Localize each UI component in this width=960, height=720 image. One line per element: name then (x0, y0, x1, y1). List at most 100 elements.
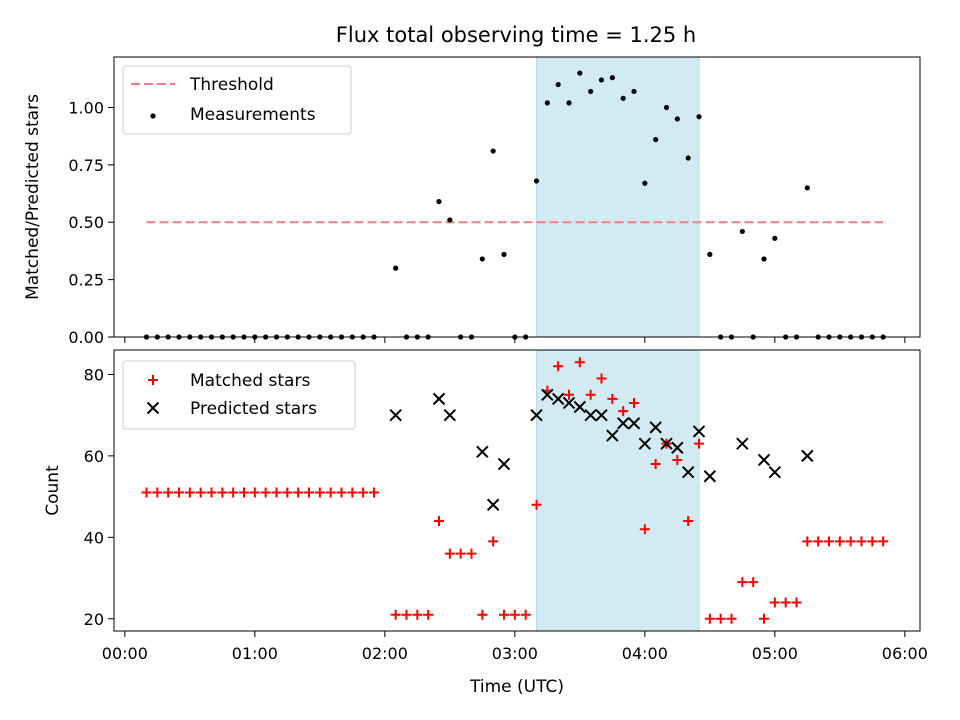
matched-star-marker (704, 613, 715, 624)
x-tick-label: 01:00 (232, 644, 278, 663)
predicted-star-marker (432, 392, 446, 406)
measurement-point (566, 100, 572, 106)
predicted-star-marker (562, 396, 576, 410)
matched-star-marker (444, 548, 455, 559)
measurement-point (620, 95, 626, 101)
matched-star-marker (813, 536, 824, 547)
x-tick-label: 06:00 (882, 644, 928, 663)
matched-star-marker (520, 609, 531, 620)
measurement-point (479, 256, 485, 262)
predicted-star-marker (584, 408, 597, 422)
legend-box (122, 65, 352, 135)
legend-predicted-swatch (146, 401, 160, 415)
matched-star-marker (325, 487, 336, 498)
predicted-star-marker (389, 408, 402, 422)
y-tick-label: 0.50 (68, 213, 104, 232)
predicted-star-marker (681, 465, 695, 479)
y-tick-label: 1.00 (68, 98, 104, 117)
x-tick-label: 02:00 (362, 644, 408, 663)
matched-star-marker (585, 389, 596, 400)
matched-star-marker (304, 487, 314, 498)
matched-star-marker (282, 487, 293, 498)
matched-star-marker (824, 536, 834, 547)
matched-star-marker (791, 597, 802, 608)
observing-window-highlight-lower (536, 349, 700, 632)
matched-star-marker (293, 487, 304, 498)
y-tick-label: 20 (84, 610, 104, 629)
matched-star-marker (629, 397, 639, 408)
count-legend: Matched stars Predicted stars (122, 360, 356, 430)
matched-star-marker (759, 613, 769, 624)
predicted-star-marker (551, 392, 565, 406)
predicted-star-marker (616, 417, 630, 430)
matched-star-marker (347, 487, 358, 498)
matched-star-marker (856, 536, 867, 547)
measurement-point (739, 228, 745, 235)
matched-star-marker (509, 609, 520, 620)
matched-star-marker (423, 609, 434, 620)
matched-star-marker (217, 487, 228, 498)
matched-star-marker (715, 613, 726, 624)
measurement-point (642, 180, 648, 186)
matched-star-marker (683, 516, 694, 527)
count-y-axis-label: Count (43, 465, 63, 516)
measurement-point (772, 235, 778, 241)
matched-star-marker (726, 613, 737, 624)
y-tick-label: 40 (84, 528, 104, 547)
y-tick-label: 0.75 (68, 156, 104, 175)
matched-star-marker (607, 393, 618, 404)
measurement-point (555, 81, 561, 88)
predicted-star-marker (541, 388, 554, 402)
predicted-star-marker (660, 437, 673, 450)
matched-star-marker (434, 516, 444, 527)
matched-star-marker (163, 487, 174, 498)
predicted-star-marker (638, 437, 652, 450)
matched-star-marker (271, 487, 282, 498)
y-tick-label: 0.00 (68, 328, 104, 347)
ratio-axis-ticks: 0.00 0.25 0.50 0.75 1.00 (68, 98, 906, 347)
ratio-panel: 0.00 0.25 0.50 0.75 1.00 Matched/Predicted s… (23, 56, 921, 347)
matched-star-marker (239, 487, 249, 498)
measurement-point (577, 70, 583, 76)
measurement-point (653, 137, 659, 143)
predicted-star-marker (627, 417, 641, 430)
measurement-point (501, 251, 507, 257)
matched-star-marker (141, 487, 152, 498)
matched-star-marker (228, 487, 239, 498)
measurement-point (804, 185, 810, 191)
matched-star-marker (195, 487, 206, 498)
matched-star-marker (845, 536, 856, 547)
predicted-star-markers (389, 388, 814, 511)
y-tick-label: 60 (84, 447, 104, 466)
matched-star-marker (672, 454, 683, 465)
x-tick-label: 04:00 (622, 644, 668, 663)
matched-star-marker (834, 536, 845, 547)
count-axis-ticks: 20 40 60 80 00:00 01:00 02:00 03:00 04:00 05:00 06… (84, 365, 928, 663)
matched-star-marker (477, 609, 488, 620)
matched-star-marker (455, 548, 466, 559)
matched-star-marker (369, 487, 379, 498)
legend-box (122, 360, 356, 430)
predicted-star-marker (497, 457, 511, 471)
matched-star-marker (412, 609, 423, 620)
matched-star-marker (314, 487, 325, 498)
matched-star-marker (390, 609, 401, 620)
y-tick-label: 0.25 (68, 271, 104, 290)
legend-measurement-swatch (150, 113, 156, 119)
y-tick-label: 80 (84, 365, 104, 384)
legend-matched-swatch (148, 375, 158, 385)
matched-star-marker (639, 524, 650, 535)
chart-title: Flux total observing time = 1.25 h (336, 23, 696, 47)
matched-star-marker (206, 487, 217, 498)
matched-star-marker (401, 609, 412, 620)
matched-star-marker (499, 609, 509, 620)
predicted-star-marker (757, 453, 771, 467)
predicted-star-marker (606, 429, 619, 442)
x-axis-label: Time (UTC) (469, 677, 564, 697)
measurement-point (436, 198, 442, 205)
matched-star-marker (488, 536, 499, 547)
count-axes-frame (113, 349, 921, 632)
measurement-point (544, 100, 550, 106)
predicted-star-marker (595, 408, 608, 422)
matched-star-marker (466, 548, 477, 559)
